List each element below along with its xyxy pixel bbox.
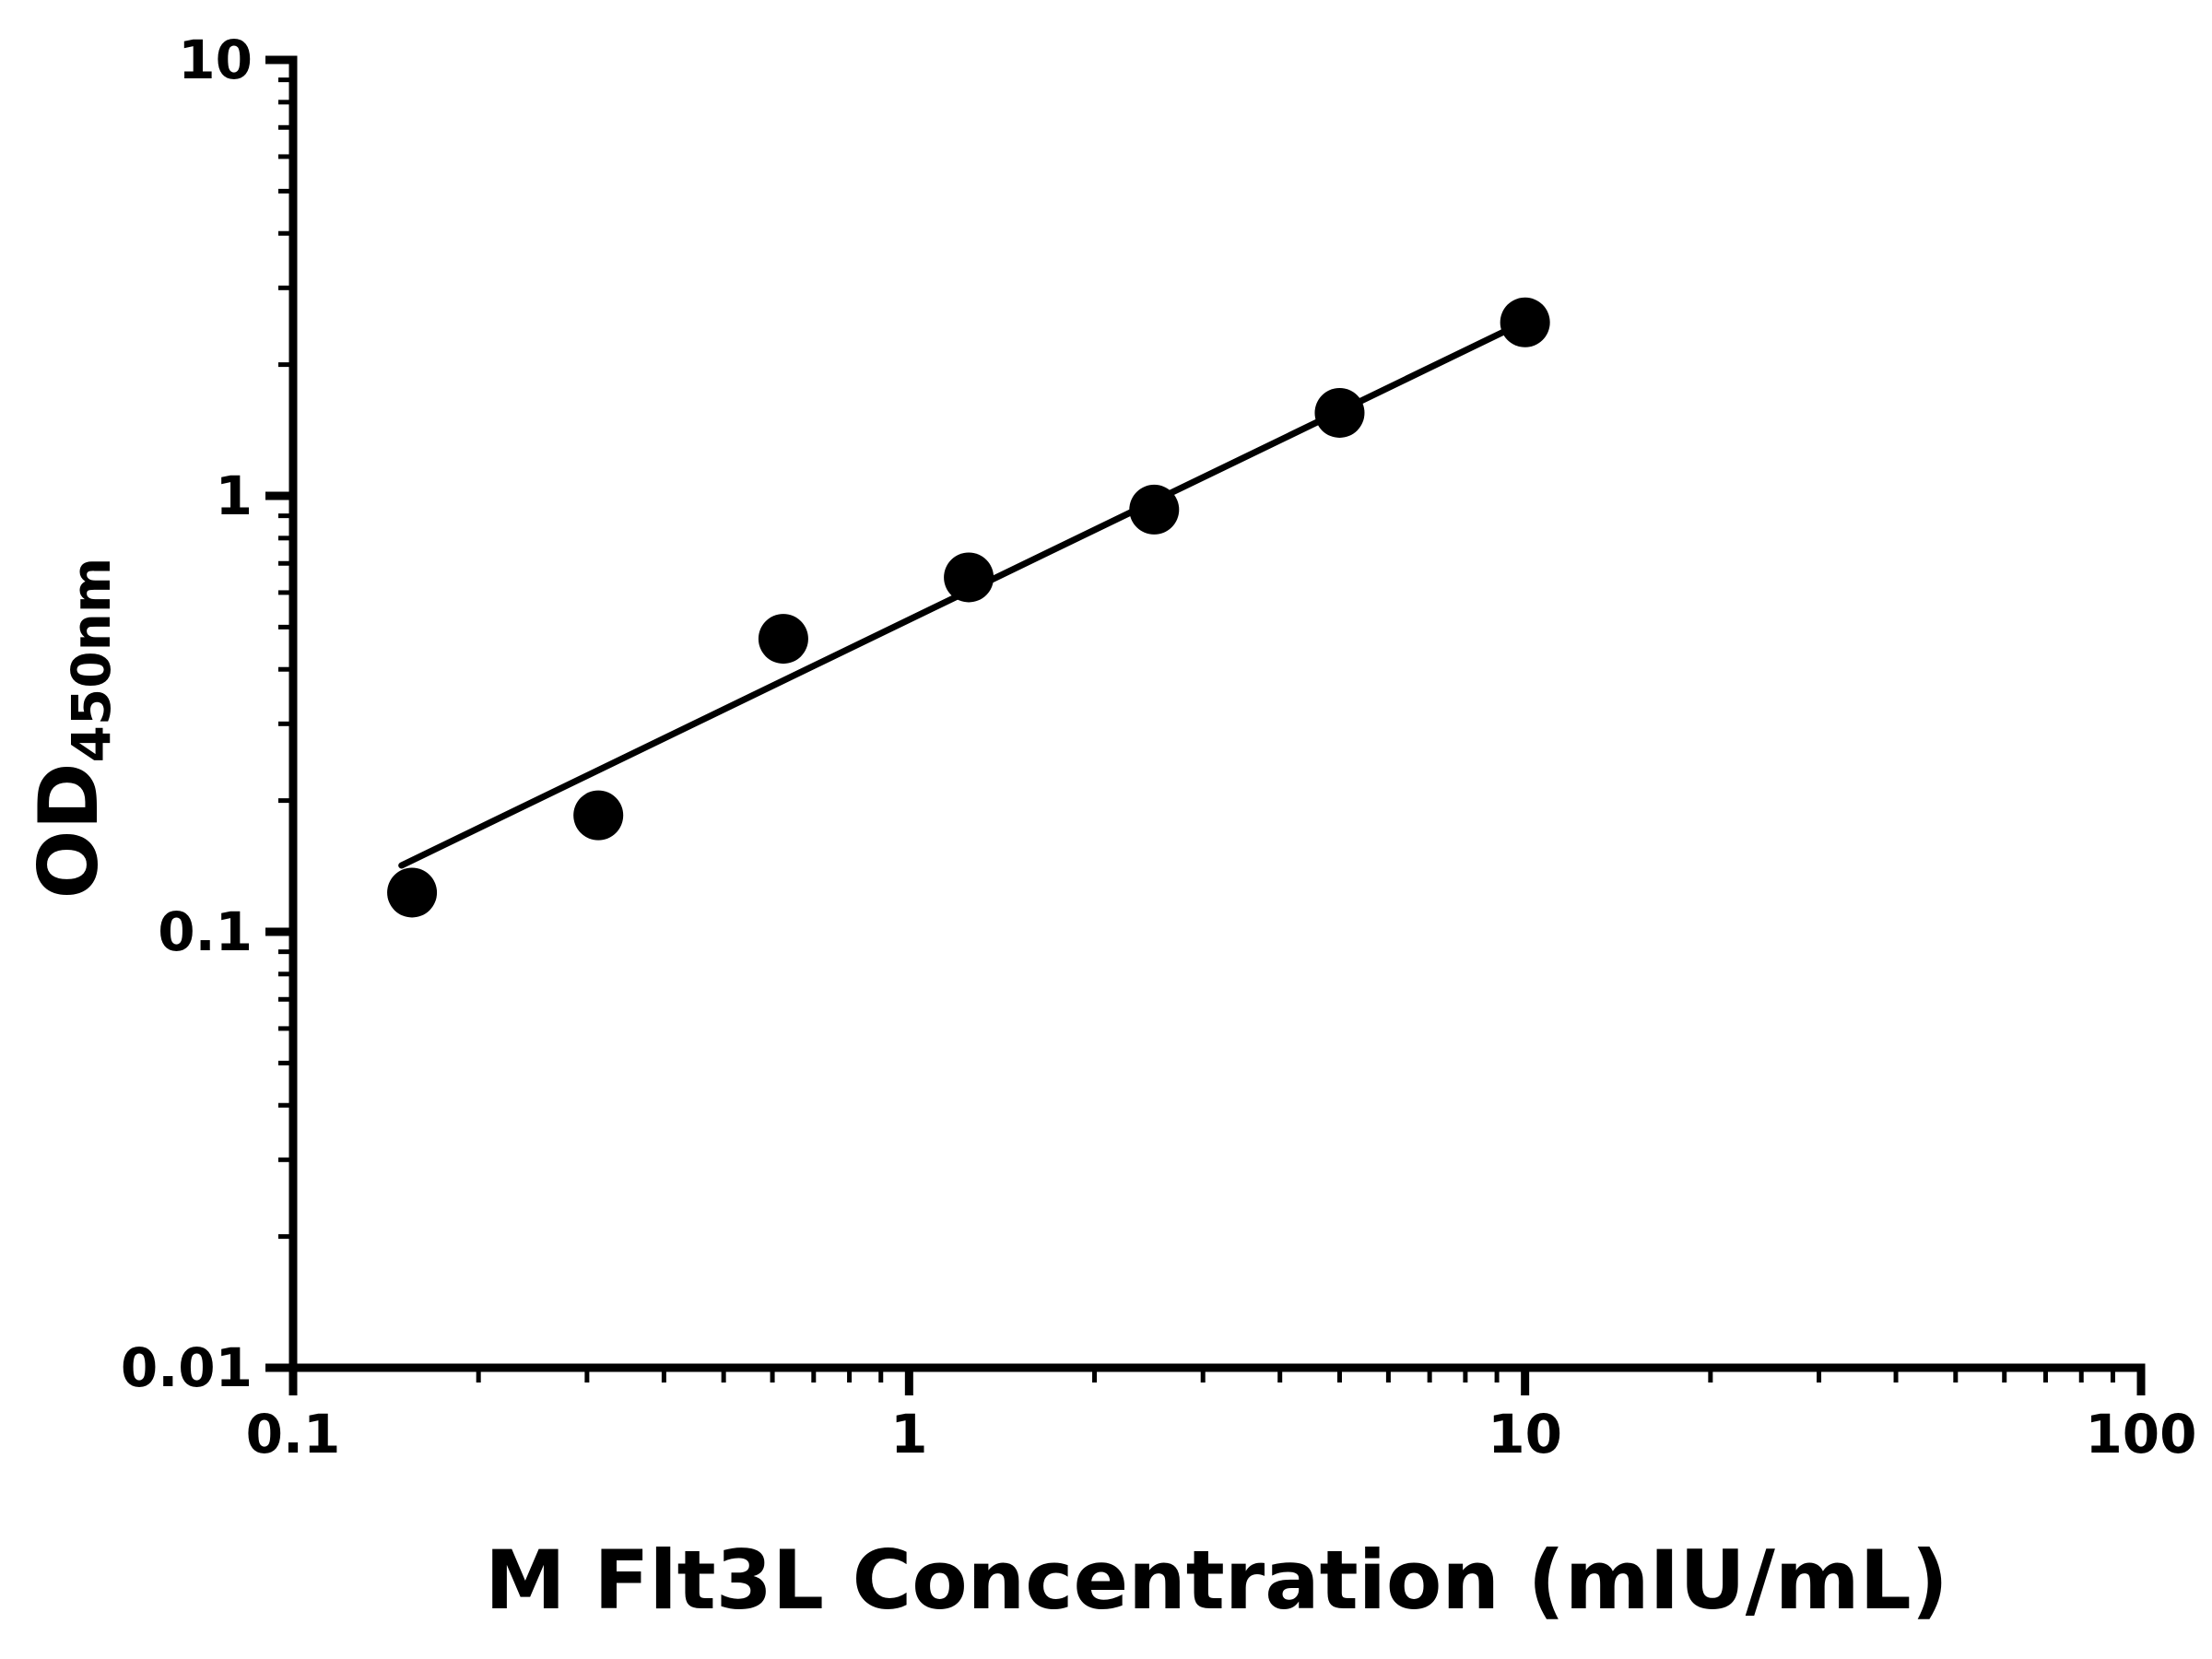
y-tick-label: 10 xyxy=(178,29,253,91)
x-tick-label: 100 xyxy=(2085,1403,2196,1465)
data-point xyxy=(387,867,438,918)
x-tick-label: 1 xyxy=(890,1403,927,1465)
x-axis-title: M Flt3L Concentration (mIU/mL) xyxy=(485,1533,1948,1628)
data-point xyxy=(1129,484,1180,535)
data-point xyxy=(944,552,994,603)
data-series xyxy=(387,297,1550,918)
data-point xyxy=(1314,387,1365,438)
x-tick-label: 10 xyxy=(1488,1403,1562,1465)
y-axis-title-subscript: 450nm xyxy=(60,558,123,763)
axis-ticks xyxy=(265,55,2146,1395)
axes xyxy=(288,55,2146,1372)
data-point xyxy=(758,614,808,665)
data-point xyxy=(1500,297,1550,347)
data-point xyxy=(573,790,624,841)
y-axis-title-main: OD xyxy=(21,762,116,899)
y-tick-label: 0.01 xyxy=(121,1336,253,1399)
y-tick-label: 0.1 xyxy=(158,900,253,963)
y-axis-title: OD450nm xyxy=(21,558,123,900)
x-tick-label: 0.1 xyxy=(246,1403,341,1465)
y-tick-label: 1 xyxy=(216,465,253,527)
